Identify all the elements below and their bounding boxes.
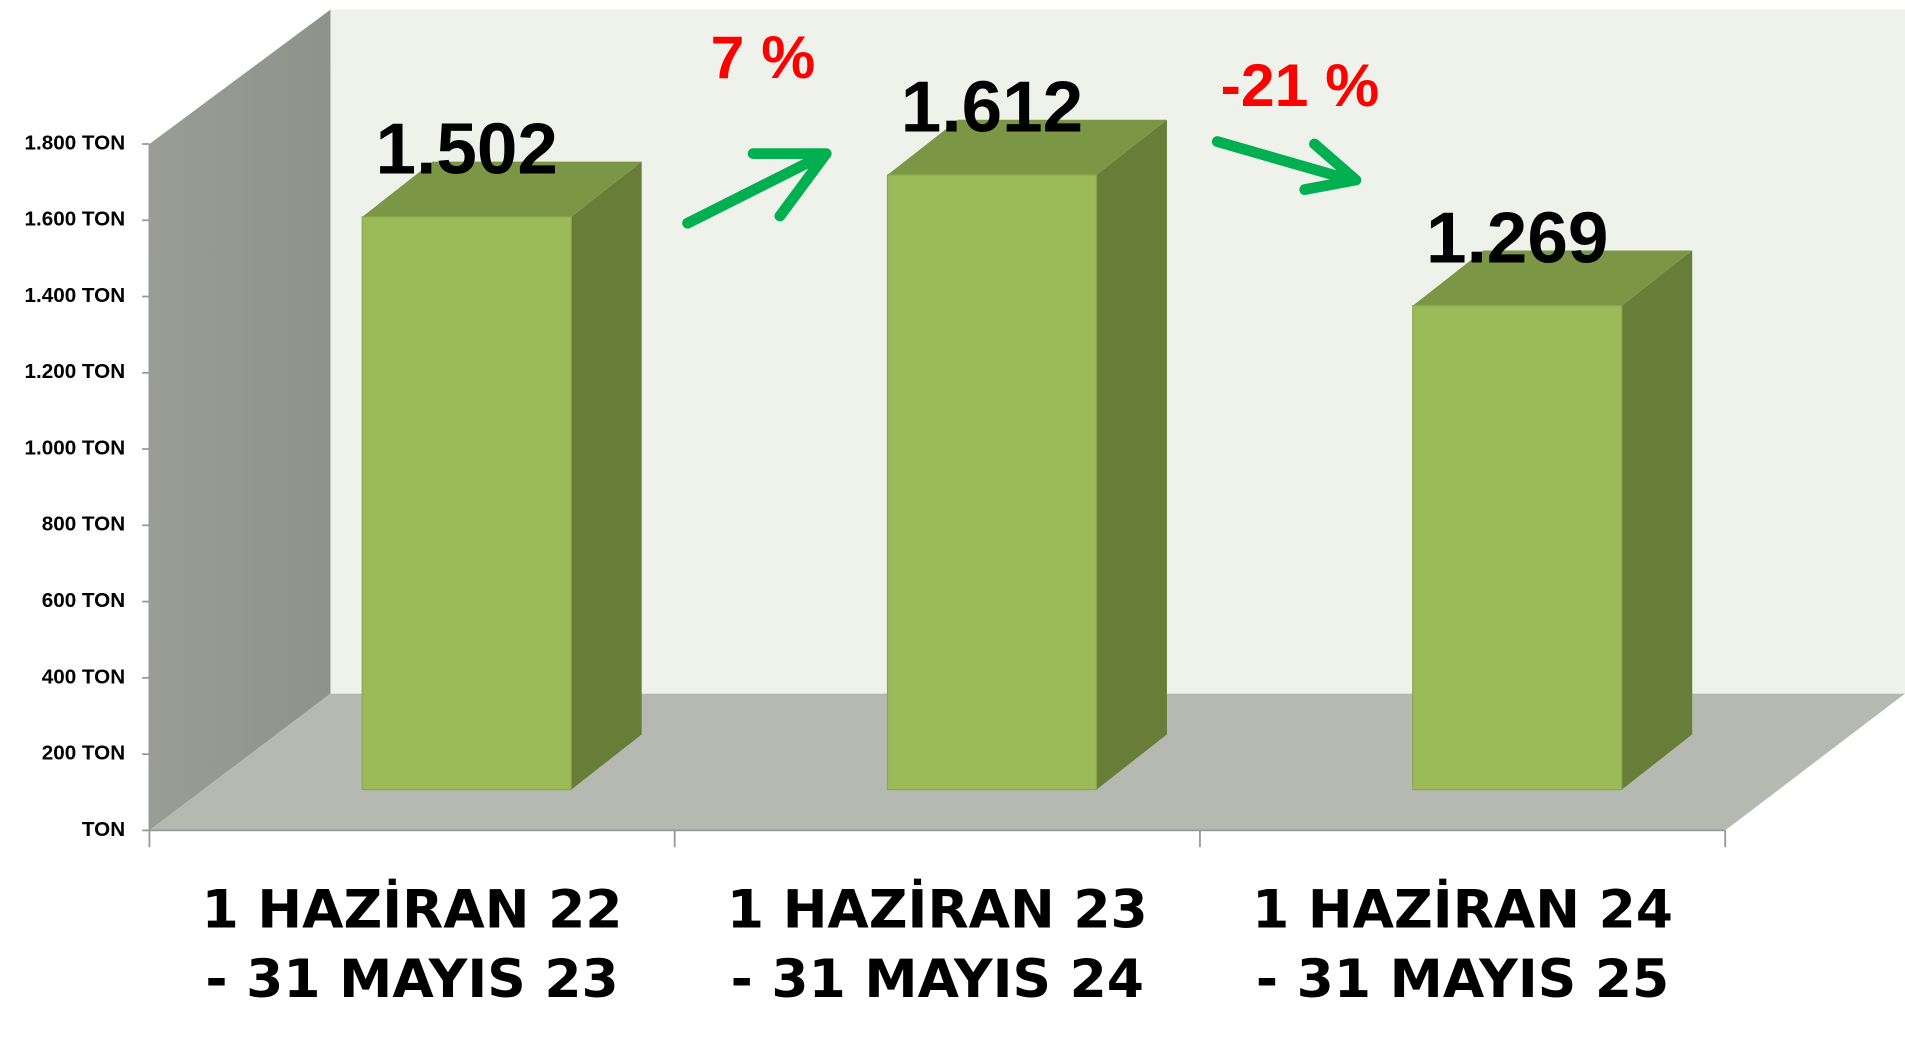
y-tick-label: 1.400 TON bbox=[25, 284, 126, 307]
y-tick-label: 1.000 TON bbox=[25, 437, 126, 460]
y-tick-label: 1.600 TON bbox=[25, 208, 126, 231]
x-tick-label-box: 1 HAZİRAN 24 - 31 MAYIS 25 bbox=[1252, 879, 1673, 1011]
arrows bbox=[682, 136, 1362, 229]
y-tick-label: 1.800 TON bbox=[25, 131, 126, 154]
y-tick-label: 1.200 TON bbox=[25, 360, 126, 383]
y-tick-label: 200 TON bbox=[42, 742, 125, 765]
y-tick-label: 400 TON bbox=[42, 665, 125, 688]
x-tick-label: 1 HAZİRAN 22 - 31 MAYIS 23 bbox=[201, 879, 623, 1011]
y-tick-label: 800 TON bbox=[42, 513, 125, 536]
bar-group bbox=[361, 161, 642, 791]
bar-group bbox=[886, 119, 1167, 791]
bar-top bbox=[362, 161, 642, 217]
bar-top bbox=[887, 119, 1167, 175]
bar-side bbox=[1621, 250, 1693, 790]
down-arrow bbox=[1211, 136, 1362, 195]
x-tick-label-box: 1 HAZİRAN 23 - 31 MAYIS 24 bbox=[726, 879, 1148, 1011]
bar bbox=[886, 174, 1098, 791]
y-tick-label: 600 TON bbox=[42, 589, 125, 612]
value-label: 1.502 bbox=[376, 109, 558, 189]
change-label: 7 % bbox=[711, 24, 816, 92]
x-tick-label-box: 1 HAZİRAN 22 - 31 MAYIS 23 bbox=[201, 879, 623, 1011]
bar-side bbox=[1096, 119, 1167, 790]
value-label: 1.269 bbox=[1426, 198, 1608, 278]
bar bbox=[1412, 305, 1623, 791]
bar-group bbox=[1412, 250, 1693, 791]
x-tick-label: 1 HAZİRAN 23 - 31 MAYIS 24 bbox=[726, 879, 1148, 1011]
bar-top bbox=[1412, 250, 1693, 306]
bar-side bbox=[571, 161, 642, 790]
up-arrow bbox=[682, 148, 832, 229]
x-tick-label: 1 HAZİRAN 24 - 31 MAYIS 25 bbox=[1252, 879, 1673, 1011]
bar bbox=[361, 216, 572, 791]
value-label: 1.612 bbox=[901, 67, 1083, 147]
change-label: -21 % bbox=[1221, 51, 1380, 119]
y-tick-label: TON bbox=[82, 818, 125, 841]
side-wall bbox=[149, 9, 331, 831]
